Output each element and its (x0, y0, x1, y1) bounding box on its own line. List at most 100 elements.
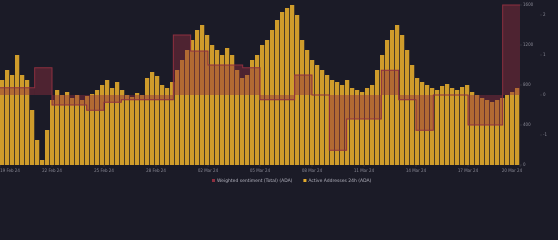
y-tick-label: 0 (523, 162, 526, 167)
legend-swatch (303, 179, 307, 182)
bar (120, 90, 125, 165)
sentiment-area (346, 95, 364, 119)
bar (245, 75, 250, 165)
y-tick-label: 400 (523, 122, 531, 127)
bar (405, 50, 410, 165)
sentiment-area (34, 67, 52, 95)
bar (360, 92, 365, 165)
bar (100, 85, 105, 165)
bar (0, 80, 5, 165)
bar (295, 15, 300, 165)
bar (315, 65, 320, 165)
sentiment-area (156, 95, 174, 100)
bar (180, 60, 185, 165)
bar (410, 65, 415, 165)
plot-area: 0 400 800 1200 1600 -1 0 1 2 19 Feb 24 22 Feb 24 25… (0, 2, 547, 173)
bar (325, 75, 330, 165)
bar (330, 80, 335, 165)
bar (15, 55, 20, 165)
bar (130, 97, 135, 165)
bar (75, 95, 80, 165)
bar (35, 140, 40, 165)
bar (335, 82, 340, 165)
bar (205, 35, 210, 165)
bar (495, 100, 500, 165)
bar (55, 90, 60, 165)
sentiment-area (173, 35, 191, 95)
bar (155, 76, 160, 165)
bar (80, 100, 85, 165)
bar (235, 70, 240, 165)
bar (475, 95, 480, 165)
x-tick-label: 22 Feb 24 (42, 168, 62, 173)
y-tick-label: 1600 (523, 2, 534, 7)
bar (255, 55, 260, 165)
sentiment-area (52, 95, 70, 105)
x-tick-label: 25 Feb 24 (94, 168, 114, 173)
bar (490, 102, 495, 165)
bar (170, 82, 175, 165)
sentiment-area (468, 95, 486, 125)
bar (455, 90, 460, 165)
bar (165, 88, 170, 165)
x-tick-label: 28 Feb 24 (146, 168, 166, 173)
bar (110, 88, 115, 165)
x-tick-label: 19 Feb 24 (0, 168, 20, 173)
x-tick-label: 05 Mar 24 (250, 168, 271, 173)
sentiment-area (190, 51, 208, 95)
bar (70, 98, 75, 165)
bar (420, 82, 425, 165)
bar (485, 100, 490, 165)
bar (290, 5, 295, 165)
bar (215, 50, 220, 165)
y2-tick-label: 0 (543, 92, 546, 97)
bar (5, 70, 10, 165)
bar (95, 90, 100, 165)
x-tick-label: 11 Mar 24 (354, 168, 375, 173)
bar (440, 86, 445, 165)
bar (375, 70, 380, 165)
bar (150, 72, 155, 165)
sentiment-line (0, 4, 520, 151)
bar (310, 60, 315, 165)
sentiment-area (86, 95, 104, 111)
sentiment-area (416, 95, 434, 131)
sentiment-area (260, 95, 278, 100)
bar (65, 92, 70, 165)
bar (160, 85, 165, 165)
bar (145, 78, 150, 165)
bar (450, 88, 455, 165)
bar (365, 88, 370, 165)
bar (175, 70, 180, 165)
bar (305, 50, 310, 165)
bar (500, 98, 505, 165)
bar (320, 70, 325, 165)
bar (190, 40, 195, 165)
bar (280, 12, 285, 165)
sentiment-area (329, 95, 347, 151)
sentiment-area (121, 95, 139, 100)
bar (395, 25, 400, 165)
bar (270, 30, 275, 165)
bar (60, 95, 65, 165)
bar (195, 30, 200, 165)
bar (285, 8, 290, 165)
bar (380, 55, 385, 165)
bar (470, 92, 475, 165)
bar (230, 55, 235, 165)
bar (140, 95, 145, 165)
bar (210, 45, 215, 165)
bar (275, 20, 280, 165)
bar (125, 95, 130, 165)
bar (90, 94, 95, 165)
sentiment-area (277, 95, 295, 100)
bar (425, 85, 430, 165)
sentiment-area (208, 65, 226, 95)
y-tick-label: 1200 (523, 42, 534, 47)
sentiment-area (242, 67, 260, 95)
bar (385, 40, 390, 165)
bar (480, 98, 485, 165)
bar (135, 93, 140, 165)
legend-label: Active Addresses 24h (ADA) (308, 178, 371, 184)
bar (10, 75, 15, 165)
